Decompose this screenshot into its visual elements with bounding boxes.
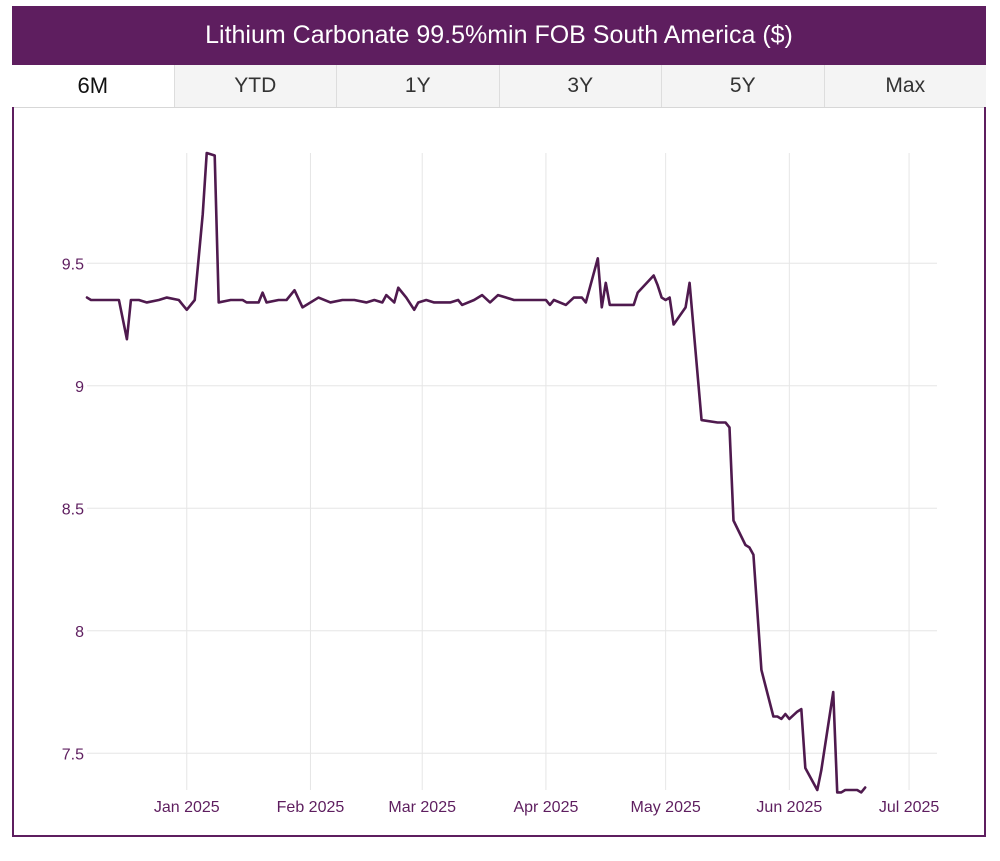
x-tick-label: Jul 2025 <box>879 799 940 816</box>
x-tick-label: Mar 2025 <box>388 799 456 816</box>
x-tick-label: May 2025 <box>631 799 701 816</box>
tab-ytd[interactable]: YTD <box>173 65 336 107</box>
range-tabs: 6M YTD 1Y 3Y 5Y Max <box>12 65 986 108</box>
y-tick-label: 7.5 <box>62 746 84 763</box>
y-tick-label: 8 <box>75 624 84 641</box>
axis-layer: 7.5 8 8.5 9 9.5 Jan 2025 Feb 2025 Mar 2025 Apr 2… <box>62 256 940 816</box>
tab-max[interactable]: Max <box>823 65 986 107</box>
y-tick-label: 9.5 <box>62 256 84 273</box>
x-tick-label: Jun 2025 <box>756 799 822 816</box>
series-layer <box>85 151 867 794</box>
chart-title-bar: Lithium Carbonate 99.5%min FOB South Ame… <box>12 6 986 65</box>
x-tick-label: Jan 2025 <box>154 799 220 816</box>
tab-5y[interactable]: 5Y <box>661 65 824 107</box>
y-tick-label: 8.5 <box>62 501 84 518</box>
plot-frame <box>12 107 986 837</box>
y-tick-label: 9 <box>75 379 84 396</box>
price-series-line <box>85 151 867 794</box>
tab-6m[interactable]: 6M <box>12 65 174 107</box>
tab-3y[interactable]: 3Y <box>498 65 661 107</box>
x-tick-label: Feb 2025 <box>277 799 345 816</box>
tab-1y[interactable]: 1Y <box>336 65 499 107</box>
chart-title: Lithium Carbonate 99.5%min FOB South Ame… <box>205 21 793 49</box>
grid-layer <box>87 153 937 790</box>
x-tick-label: Apr 2025 <box>513 799 578 816</box>
